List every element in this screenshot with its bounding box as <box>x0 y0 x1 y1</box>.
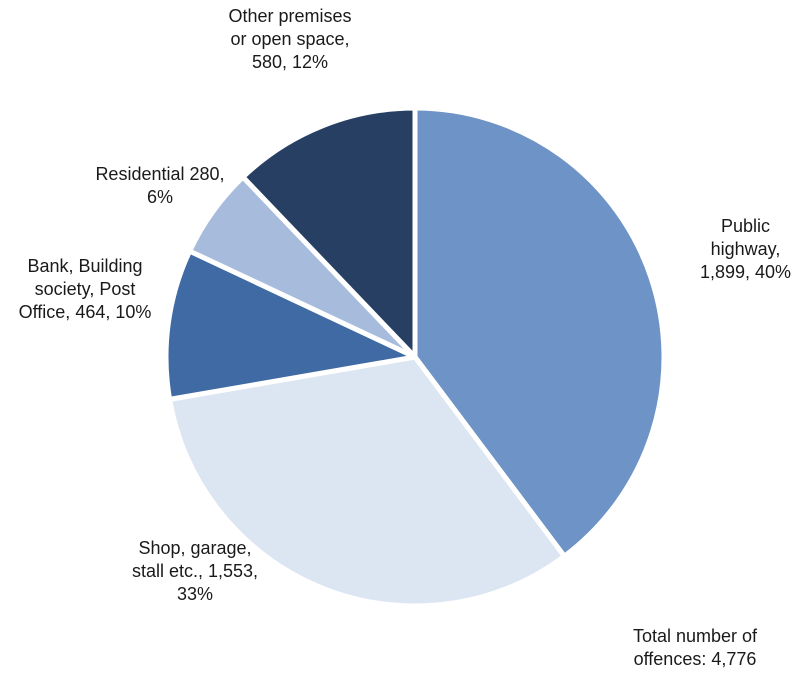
value-label: 1,553, 33% <box>176 561 259 604</box>
pie-slice <box>163 248 418 402</box>
slice-label: Public highway, 1,899, 40% <box>688 215 803 284</box>
pie-slice <box>240 105 418 360</box>
category-label: Public highway, <box>710 216 781 259</box>
pie-slice <box>412 105 667 559</box>
slice-label: Shop, garage, stall etc., 1,553, 33% <box>130 537 260 606</box>
category-label: Residential <box>95 164 185 184</box>
slice-label: Other premises or open space, 580, 12% <box>225 5 355 74</box>
value-label: 280, 6% <box>146 164 225 207</box>
annotation: Total number of offences: 4,776 <box>632 626 758 669</box>
category-label: Other premises or open space, <box>228 6 352 49</box>
value-label: 464, 10% <box>75 302 152 322</box>
value-label: 580, 12% <box>251 52 329 72</box>
slice-label: Residential 280, 6% <box>90 163 230 209</box>
pie-slice <box>167 354 567 609</box>
value-label: 1,899, 40% <box>699 262 792 282</box>
category-label: Shop, garage, stall etc., <box>131 538 252 581</box>
category-label: Bank, Building society, Post Office, <box>18 256 143 322</box>
slice-label: Bank, Building society, Post Office, 464… <box>10 255 160 324</box>
